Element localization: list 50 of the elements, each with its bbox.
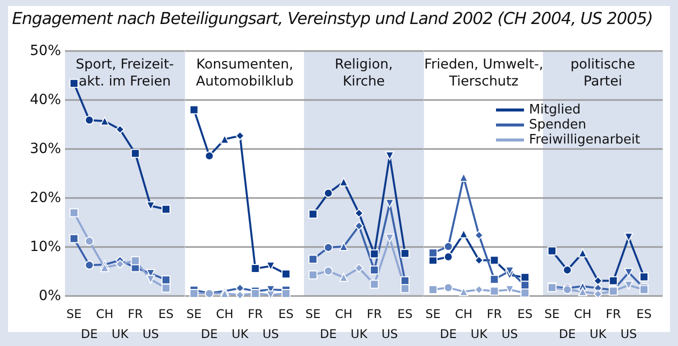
x-tick-label: ES (158, 307, 174, 321)
x-tick-label: UK (231, 327, 250, 341)
y-tick-label: 40% (30, 92, 61, 108)
x-tick-label: US (501, 327, 518, 341)
x-tick-label: FR (247, 307, 263, 321)
x-tick-label: CH (335, 307, 353, 321)
y-tick-label: 50% (30, 43, 61, 59)
y-tick-label: 30% (30, 141, 61, 157)
annotation: politische Partei (570, 56, 636, 90)
x-tick-label: DE (440, 327, 457, 341)
x-tick-label: FR (606, 307, 622, 321)
x-tick-label: SE (66, 307, 82, 321)
x-tick-label: SE (306, 307, 321, 321)
x-tick-label: SE (544, 307, 560, 321)
x-tick-label: CH (96, 307, 114, 321)
x-tick-label: UK (470, 327, 488, 341)
x-tick-label: DE (200, 327, 218, 341)
x-tick-label: CH (454, 307, 472, 321)
x-tick-label: UK (590, 327, 608, 341)
x-tick-label: ES (398, 307, 413, 321)
x-tick-label: US (620, 327, 638, 341)
x-tick-label: US (142, 327, 159, 341)
x-tick-label: UK (350, 327, 369, 341)
x-tick-label: FR (128, 307, 143, 321)
y-tick-label: 0% (38, 288, 61, 304)
text: Engagement nach Beteiligungsart, Vereinstyp und Land 2002 (CH 2004, US 2005) (12, 9, 653, 28)
x-tick-label: UK (112, 327, 130, 341)
annotation: Religion, Kirche (334, 56, 393, 90)
x-tick-label: FR (486, 307, 502, 321)
annotation: Konsumenten, Automobilklub (196, 56, 294, 90)
y-tick-label: 20% (30, 190, 61, 206)
y-tick-label: 10% (30, 239, 61, 255)
x-tick-label: DE (320, 327, 337, 341)
legend-label: Freiwilligenarbeit (528, 132, 640, 148)
x-tick-label: ES (517, 307, 532, 321)
annotation: Sport, Freizeit- akt. im Freien (76, 56, 174, 90)
x-tick-label: CH (574, 307, 592, 321)
x-tick-label: ES (636, 307, 652, 321)
legend-label: Mitglied (528, 102, 580, 118)
x-tick-label: FR (366, 307, 382, 321)
x-tick-label: CH (216, 307, 233, 321)
x-tick-label: SE (186, 307, 202, 321)
legend-label: Spenden (528, 118, 586, 132)
x-tick-label: DE (559, 327, 576, 341)
x-tick-label: SE (425, 307, 440, 321)
x-tick-label: DE (80, 327, 98, 341)
x-tick-label: US (382, 327, 398, 341)
x-tick-label: US (262, 327, 278, 341)
annotation: Frieden, Umwelt-, Tierschutz (424, 56, 544, 90)
x-tick-label: ES (278, 307, 294, 321)
